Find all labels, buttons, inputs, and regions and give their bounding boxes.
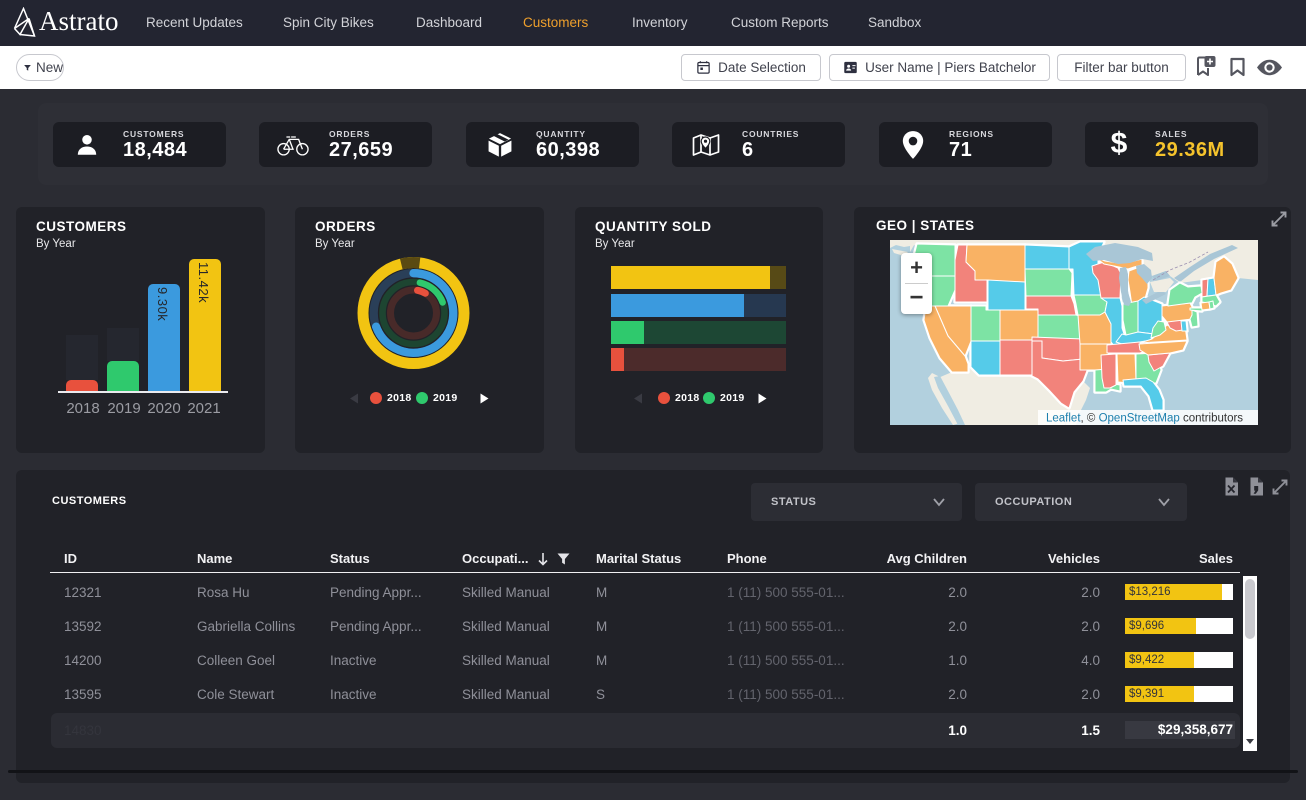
svg-text:Leaflet, © OpenStreetMap contr: Leaflet, © OpenStreetMap contributors xyxy=(1046,413,1243,425)
